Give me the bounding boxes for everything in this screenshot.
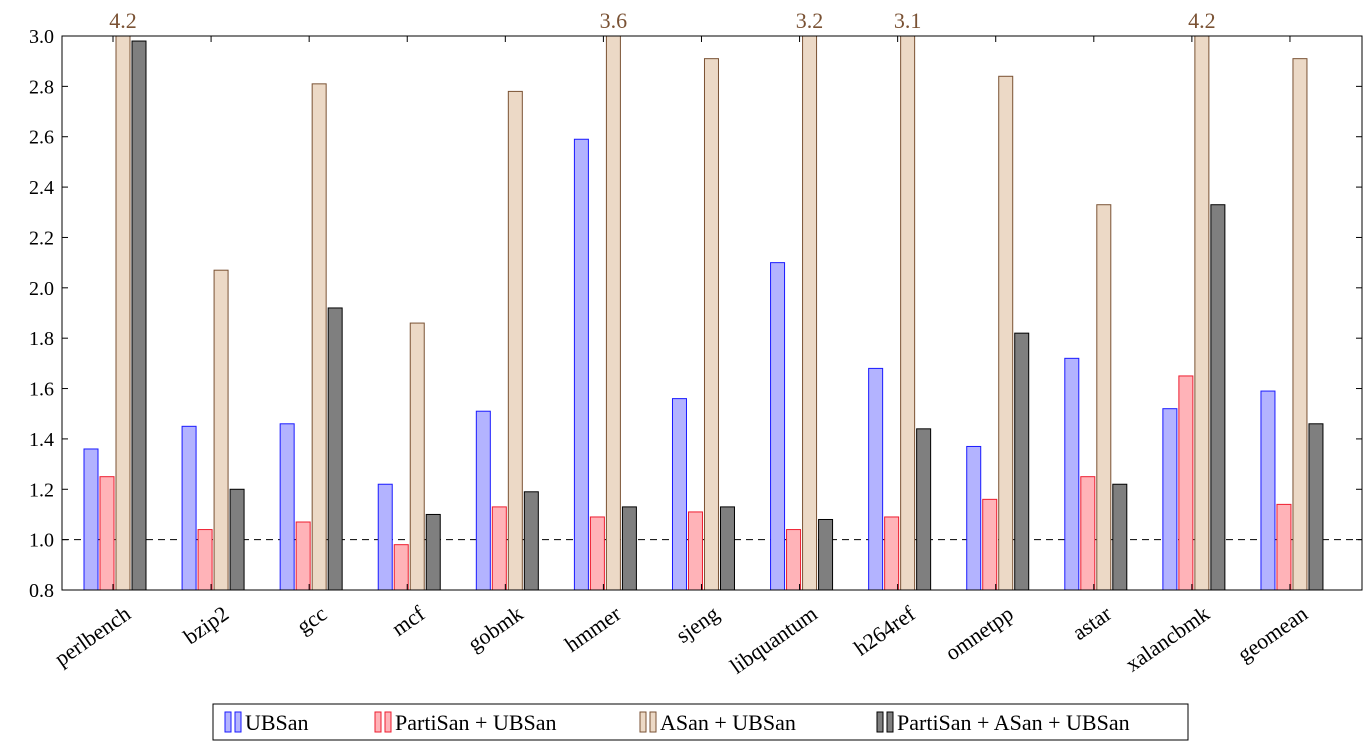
bar-perlbench-series-3 <box>131 40 147 591</box>
legend-label-series-3: PartiSan + ASan + UBSan <box>897 710 1130 735</box>
bar-astar-series-0 <box>1064 357 1080 591</box>
axis-frame <box>61 35 1363 591</box>
y-tick-label-1.2: 1.2 <box>29 479 54 501</box>
bar-mcf-series-1 <box>393 544 409 591</box>
y-tick-label-2.0: 2.0 <box>29 278 54 300</box>
bar-gobmk-series-0 <box>475 410 491 591</box>
legend-swatch-b-series-1 <box>384 711 392 733</box>
x-category-label-geomean: geomean <box>1233 601 1312 667</box>
bar-geomean-series-1 <box>1276 503 1292 591</box>
x-category-label-mcf: mcf <box>387 600 430 640</box>
y-tick-label-3.0: 3.0 <box>29 26 54 48</box>
y-tick-label-2.4: 2.4 <box>29 177 54 199</box>
legend-label-series-2: ASan + UBSan <box>660 710 796 735</box>
bar-perlbench-series-0 <box>83 448 99 591</box>
bar-libquantum-series-1 <box>786 529 802 591</box>
bar-xalancbmk-series-1 <box>1178 375 1194 591</box>
bar-xalancbmk-series-3 <box>1210 204 1226 591</box>
bar-mcf-series-0 <box>377 483 393 591</box>
bars-group: 4.2 3.6 3.2 3.1 4.2 <box>83 8 1324 591</box>
x-category-label-astar: astar <box>1067 600 1116 645</box>
overflow-label-h264ref: 3.1 <box>894 8 922 33</box>
x-category-label-hmmer: hmmer <box>560 600 626 657</box>
bar-gobmk-series-3 <box>523 491 539 591</box>
bar-omnetpp-series-0 <box>966 445 982 591</box>
bar-omnetpp-series-3 <box>1014 332 1030 591</box>
x-category-label-perlbench: perlbench <box>50 601 135 671</box>
bar-libquantum-series-2 <box>802 35 818 591</box>
bar-hmmer-series-0 <box>573 138 589 591</box>
x-category-label-libquantum: libquantum <box>725 601 821 679</box>
bar-mcf-series-3 <box>425 513 441 591</box>
bar-hmmer-series-2 <box>605 35 621 591</box>
bar-bzip2-series-1 <box>197 529 213 591</box>
bar-sjeng-series-2 <box>703 58 719 591</box>
bar-gcc-series-1 <box>295 521 311 591</box>
overflow-label-libquantum: 3.2 <box>796 8 824 33</box>
bar-xalancbmk-series-2 <box>1194 35 1210 591</box>
bar-perlbench-series-2 <box>115 35 131 591</box>
legend-swatch-b-series-2 <box>649 711 657 733</box>
y-tick-label-2.2: 2.2 <box>29 227 54 249</box>
bar-geomean-series-0 <box>1260 390 1276 591</box>
legend-swatch-a-series-3 <box>876 711 884 733</box>
x-category-label-omnetpp: omnetpp <box>940 601 1017 666</box>
legend-label-series-1: PartiSan + UBSan <box>395 710 557 735</box>
bar-bzip2-series-3 <box>229 488 245 591</box>
legend-swatch-b-series-3 <box>886 711 894 733</box>
y-tick-label-2.8: 2.8 <box>29 76 54 98</box>
x-category-label-gcc: gcc <box>292 601 332 639</box>
legend: UBSan PartiSan + UBSan ASan + UBSan PartiSa… <box>212 703 1189 741</box>
bar-mcf-series-2 <box>409 322 425 591</box>
legend-swatch-b-series-0 <box>234 711 242 733</box>
bar-xalancbmk-series-0 <box>1162 408 1178 591</box>
x-category-label-bzip2: bzip2 <box>179 601 233 650</box>
bar-omnetpp-series-1 <box>982 498 998 591</box>
bar-gobmk-series-2 <box>507 90 523 591</box>
bar-astar-series-3 <box>1112 483 1128 591</box>
x-category-label-h264ref: h264ref <box>849 600 920 660</box>
legend-swatch-a-series-1 <box>374 711 382 733</box>
bar-hmmer-series-3 <box>621 506 637 591</box>
y-tick-label-1.0: 1.0 <box>29 530 54 552</box>
bar-omnetpp-series-2 <box>998 75 1014 591</box>
bar-hmmer-series-1 <box>589 516 605 591</box>
y-tick-label-1.8: 1.8 <box>29 328 54 350</box>
x-category-label-sjeng: sjeng <box>671 601 723 648</box>
bar-libquantum-series-0 <box>770 262 786 591</box>
legend-swatch-a-series-2 <box>639 711 647 733</box>
overflow-label-perlbench: 4.2 <box>109 8 137 33</box>
x-category-label-gobmk: gobmk <box>463 601 527 657</box>
bar-libquantum-series-3 <box>818 518 834 591</box>
bar-sjeng-series-3 <box>719 506 735 591</box>
bar-gcc-series-2 <box>311 83 327 591</box>
y-tick-label-2.6: 2.6 <box>29 127 54 149</box>
bar-gcc-series-0 <box>279 423 295 591</box>
bar-geomean-series-3 <box>1308 423 1324 591</box>
y-tick-label-1.6: 1.6 <box>29 379 54 401</box>
overflow-label-xalancbmk: 4.2 <box>1188 8 1216 33</box>
bar-gcc-series-3 <box>327 307 343 591</box>
bar-astar-series-2 <box>1096 204 1112 591</box>
bar-geomean-series-2 <box>1292 58 1308 591</box>
bar-gobmk-series-1 <box>491 506 507 591</box>
bar-h264ref-series-1 <box>884 516 900 591</box>
bar-h264ref-series-3 <box>916 428 932 591</box>
bar-sjeng-series-1 <box>687 511 703 591</box>
bar-perlbench-series-1 <box>99 476 115 591</box>
bar-h264ref-series-0 <box>868 367 884 591</box>
bar-sjeng-series-0 <box>671 398 687 591</box>
bar-astar-series-1 <box>1080 476 1096 591</box>
bar-bzip2-series-2 <box>213 269 229 591</box>
x-category-label-xalancbmk: xalancbmk <box>1121 601 1214 677</box>
legend-swatch-a-series-0 <box>224 711 232 733</box>
bar-bzip2-series-0 <box>181 425 197 591</box>
legend-box <box>212 703 1189 741</box>
bar-h264ref-series-2 <box>900 35 916 591</box>
overflow-label-hmmer: 3.6 <box>600 8 628 33</box>
y-tick-label-0.8: 0.8 <box>29 580 54 602</box>
legend-label-series-0: UBSan <box>245 710 309 735</box>
y-tick-label-1.4: 1.4 <box>29 429 54 451</box>
